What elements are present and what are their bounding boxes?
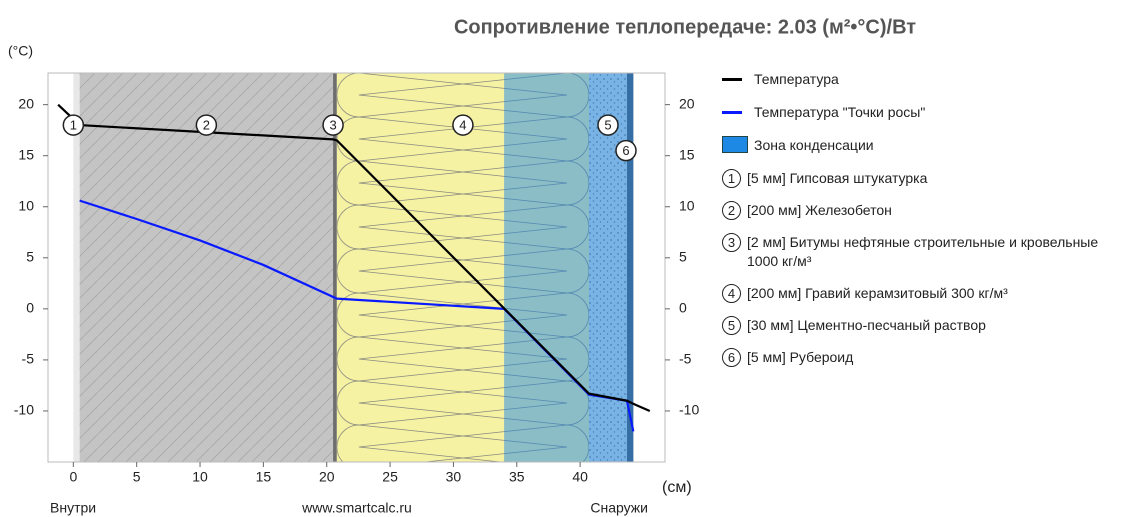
legend-text: Зона конденсации xyxy=(754,137,874,153)
layer-number: 6 xyxy=(622,143,629,158)
x-tick-label: 20 xyxy=(319,469,335,485)
x-axis-label: (см) xyxy=(662,479,692,496)
x-tick-label: 10 xyxy=(192,469,208,485)
y2-tick-label: 15 xyxy=(679,146,695,162)
legend-layer-name: [5 мм] Рубероид xyxy=(747,349,854,365)
layer xyxy=(333,73,337,462)
site-label: www.smartcalc.ru xyxy=(301,500,412,516)
legend: Температура Температура "Точки росы" Зона … xyxy=(722,70,1112,380)
legend-layer-name: [2 мм] Битумы нефтяные строительные и кр… xyxy=(747,234,1099,269)
x-tick-label: 5 xyxy=(133,469,141,485)
legend-item: Зона конденсации xyxy=(722,136,1112,155)
layer-number: 4 xyxy=(459,118,466,133)
layer-number-circle xyxy=(452,114,474,136)
legend-layer: 2 [200 мм] Железобетон xyxy=(722,201,1112,220)
y-tick-label: 20 xyxy=(18,95,34,111)
legend-swatch xyxy=(722,78,742,81)
plot-frame xyxy=(47,72,666,463)
y-tick-label: 15 xyxy=(18,146,34,162)
layer-number: 3 xyxy=(329,118,336,133)
legend-layer-name: [30 мм] Цементно-песчаный раствор xyxy=(747,317,986,333)
layer-number: 5 xyxy=(604,118,611,133)
y2-tick-label: 10 xyxy=(679,197,695,213)
legend-item: Температура xyxy=(722,70,1112,89)
x-tick-label: 25 xyxy=(382,469,398,485)
y-tick-label: 5 xyxy=(26,249,34,265)
legend-layer-number: 4 xyxy=(722,284,741,303)
x-tick-label: 0 xyxy=(69,469,77,485)
legend-text: Температура xyxy=(754,71,839,87)
legend-swatch xyxy=(722,111,742,114)
legend-layer: 4 [200 мм] Гравий керамзитовый 300 кг/м³ xyxy=(722,284,1112,303)
layer-number-circle xyxy=(615,139,637,162)
legend-layer: 6 [5 мм] Рубероид xyxy=(722,348,1112,367)
legend-layer-name: [200 мм] Гравий керамзитовый 300 кг/м³ xyxy=(747,285,1008,301)
y2-tick-label: 5 xyxy=(679,249,687,265)
legend-text: Температура "Точки росы" xyxy=(754,104,926,120)
legend-item: Температура "Точки росы" xyxy=(722,103,1112,122)
legend-layer-name: [5 мм] Гипсовая штукатурка xyxy=(747,170,928,186)
layer-number-circle xyxy=(597,114,619,136)
chart-title: Сопротивление теплопередаче: 2.03 (м²•°C… xyxy=(454,16,916,38)
x-tick-label: 40 xyxy=(572,469,588,485)
x-tick-label: 35 xyxy=(509,469,525,485)
legend-layer: 3 [2 мм] Битумы нефтяные строительные и к… xyxy=(722,233,1112,271)
y2-tick-label: -10 xyxy=(679,402,699,418)
series-line xyxy=(57,103,651,412)
legend-layer-number: 5 xyxy=(722,316,741,335)
layer-number-circle xyxy=(62,114,85,136)
legend-layer-name: [200 мм] Железобетон xyxy=(747,202,892,218)
y-tick-label: 0 xyxy=(26,300,34,316)
y2-tick-label: 20 xyxy=(679,95,695,111)
layer-number: 1 xyxy=(70,118,77,133)
x-tick-label: 15 xyxy=(256,469,272,485)
legend-layer-number: 6 xyxy=(722,348,741,367)
layer-number: 2 xyxy=(203,118,210,133)
legend-layer: 5 [30 мм] Цементно-песчаный раствор xyxy=(722,316,1112,335)
inside-label: Внутри xyxy=(50,500,96,516)
y-axis-label: (°C) xyxy=(8,43,33,59)
y-tick-label: -5 xyxy=(22,351,35,367)
y2-tick-label: 0 xyxy=(679,300,687,316)
y-tick-label: 10 xyxy=(18,197,34,213)
legend-layer-number: 3 xyxy=(722,233,741,252)
x-tick-label: 30 xyxy=(446,469,462,485)
layer-number-circle xyxy=(195,114,218,136)
y-tick-label: -10 xyxy=(14,402,34,418)
y2-tick-label: -5 xyxy=(679,351,692,367)
layer-number-circle xyxy=(322,114,344,136)
outside-label: Снаружи xyxy=(590,500,648,516)
legend-layer-number: 2 xyxy=(722,201,741,220)
legend-layer: 1 [5 мм] Гипсовая штукатурка xyxy=(722,169,1112,188)
legend-swatch xyxy=(722,136,748,153)
layer xyxy=(73,73,80,462)
legend-layer-number: 1 xyxy=(722,169,741,188)
